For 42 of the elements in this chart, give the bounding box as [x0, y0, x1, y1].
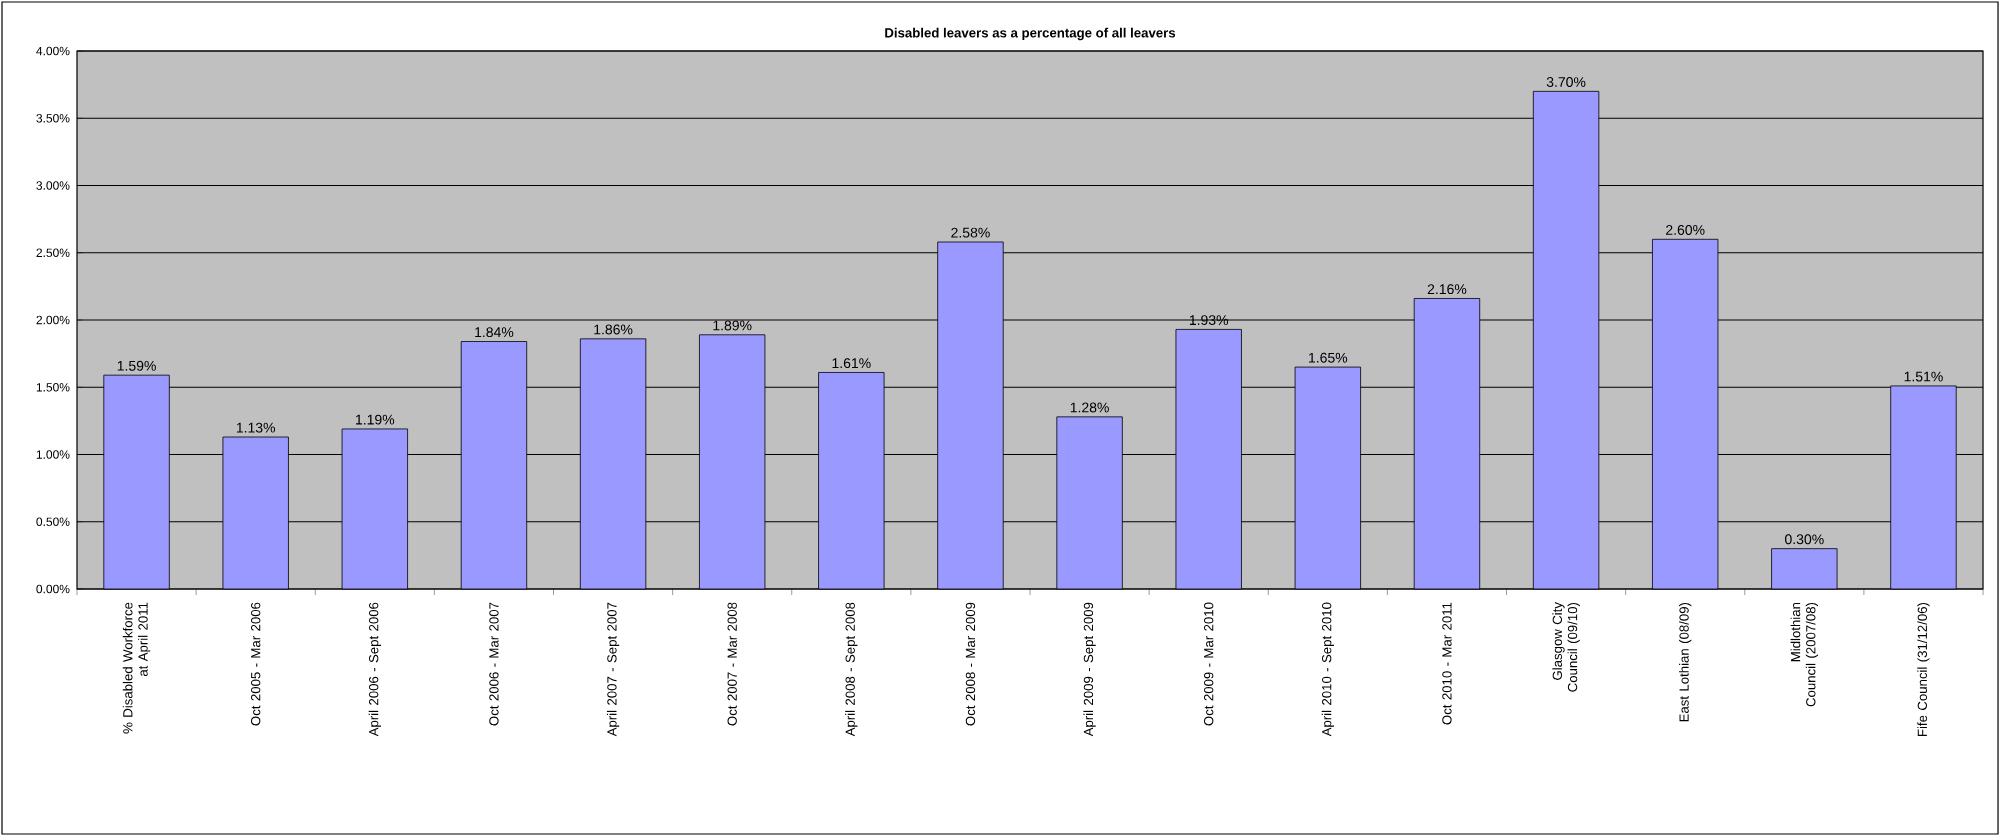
data-label: 1.59%	[117, 360, 156, 371]
x-tick-label: Oct 2006 - Mar 2007	[489, 602, 499, 726]
data-label: 1.89%	[713, 320, 752, 331]
x-tick-label: April 2009 - Sept 2009	[1083, 602, 1096, 737]
x-tick-label: Fife Council (31/12/06)	[1917, 602, 1930, 736]
data-label: 1.84%	[475, 327, 514, 338]
y-tick-label: 1.50%	[36, 383, 70, 392]
x-tick-label: April 2010 - Sept 2010	[1321, 602, 1334, 737]
x-tick-label: April 2007 - Sept 2007	[606, 602, 620, 737]
data-label: 2.16%	[1427, 284, 1467, 295]
x-tick-label: Midlothian Council (2007/08)	[1790, 602, 1819, 707]
data-label: 3.70%	[1546, 77, 1586, 87]
x-tick-label: Oct 2009 - Mar 2010	[1204, 602, 1214, 726]
data-label: 1.13%	[236, 422, 276, 433]
data-label: 1.19%	[356, 414, 395, 425]
y-tick-label: 4.00%	[36, 46, 70, 56]
data-label: 0.30%	[1785, 534, 1824, 545]
data-label: 1.61%	[832, 358, 871, 369]
x-tick-label: East Lothian (08/09)	[1679, 602, 1692, 722]
x-tick-label: Oct 2010 - Mar 2011	[1442, 602, 1452, 725]
y-tick-label: 3.00%	[36, 181, 70, 190]
x-tick-label: April 2006 - Sept 2006	[368, 602, 381, 737]
data-label: 1.93%	[1189, 315, 1229, 326]
x-tick-label: Glasgow City Council (09/10)	[1552, 602, 1580, 692]
data-label: 2.60%	[1666, 225, 1705, 235]
y-tick-label: 2.50%	[36, 248, 70, 258]
y-tick-label: 3.50%	[36, 114, 70, 123]
x-tick-label: Oct 2005 - Mar 2006	[251, 602, 261, 726]
data-label: 1.51%	[1904, 371, 1943, 382]
data-label: 1.65%	[1309, 352, 1348, 363]
x-tick-label: Oct 2007 - Mar 2008	[727, 602, 737, 726]
chart-title: Disabled leavers as a percentage of all leavers	[885, 27, 1176, 41]
x-tick-label: % Disabled Workforce at April 2011	[122, 602, 151, 734]
y-tick-label: 2.00%	[36, 315, 70, 325]
y-tick-label: 0.00%	[36, 584, 70, 594]
y-tick-label: 0.50%	[36, 517, 70, 527]
data-label: 1.28%	[1070, 402, 1109, 413]
x-tick-label: Oct 2008 - Mar 2009	[965, 602, 976, 726]
data-label: 1.86%	[594, 324, 633, 335]
x-tick-label: April 2008 - Sept 2008	[845, 602, 858, 737]
y-tick-label: 1.00%	[36, 450, 70, 459]
data-label: 2.58%	[951, 227, 990, 238]
